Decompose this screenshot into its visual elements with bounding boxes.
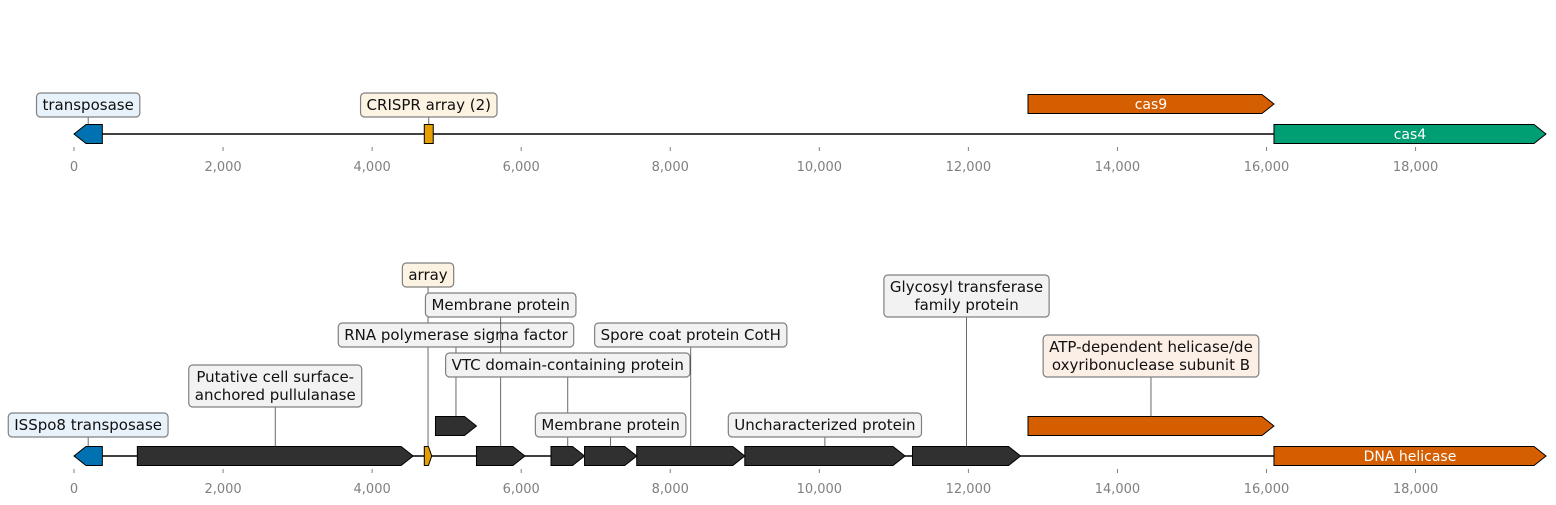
axis-tick-label: 16,000 [1244,482,1290,497]
gene-annotation-crispr-array-2: CRISPR array (2) [359,92,498,118]
gene-arrow-cas9 [1027,94,1275,114]
annotation-text: Membrane protein [541,416,680,434]
axis-tick-label: 4,000 [354,160,391,175]
gene-annotation-glycosyl-transferase-family-protein: Glycosyl transferase family protein [883,274,1050,318]
gene-arrow-membrane-protein [475,446,526,466]
gene-annotation-membrane-protein: Membrane protein [424,292,577,318]
gene-annotation-isspo8-transposase: ISSpo8 transposase [7,412,169,438]
axis-tick-label: 12,000 [946,160,992,175]
gene-arrow-crispr-array-2 [423,124,434,144]
gene-arrow-rna-polymerase-sigma-factor [434,416,478,436]
annotation-text: Membrane protein [431,296,570,314]
annotation-box [883,274,1050,318]
annotation-box [534,412,687,438]
annotation-box [359,92,498,118]
annotation-text: CRISPR array (2) [367,96,491,114]
gene-arrow-vtc-domain-containing-protein [550,446,586,466]
gene-track-bottom: 0 2,000 4,000 6,000 8,000 10,000 12,000 14,000 1… [7,262,1547,497]
gene-arrow-transposase [73,124,103,144]
axis-tick-label: 2,000 [204,482,241,497]
annotation-box [7,412,169,438]
annotation-text: ISSpo8 transposase [14,416,162,434]
annotation-text: Uncharacterized protein [734,416,915,434]
gene-arrow-glycosyl-transferase-family-protein [911,446,1022,466]
annotation-text: Putative cell surface-anchored pullulana… [195,368,356,404]
axis-tick-label: 2,000 [204,160,241,175]
axis-tick-label: 16,000 [1244,160,1290,175]
axis-tick-label: 18,000 [1393,482,1439,497]
annotation-box [188,364,363,408]
annotation-text: array [408,266,447,284]
annotation-box [727,412,923,438]
gene-annotation-membrane-protein: Membrane protein [534,412,687,438]
annotation-text: Spore coat protein CotH [601,326,781,344]
annotation-box [594,322,788,348]
axis-tick-label: 0 [70,482,78,497]
gene-arrow-cas4 [1273,124,1547,144]
annotation-text: ATP-dependent helicase/de oxyribonuclease… [1049,338,1253,374]
axis-tick-label: 8,000 [652,482,689,497]
annotation-text: transposase [43,96,134,114]
axis-tick-label: 6,000 [503,482,540,497]
annotation-text: Glycosyl transferase family protein [890,278,1043,314]
annotation-box [337,322,575,348]
axis-tick-label: 10,000 [797,160,843,175]
axis-tick-label: 12,000 [946,482,992,497]
axis-tick-label: 14,000 [1095,482,1141,497]
annotation-box [445,352,691,378]
gene-annotation-vtc-domain-containing-protein: VTC domain-containing protein [445,352,691,378]
annotation-box [1042,334,1260,378]
axis-tick-label: 6,000 [503,160,540,175]
axis-tick-label: 4,000 [354,482,391,497]
gene-annotation-rna-polymerase-sigma-factor: RNA polymerase sigma factor [337,322,575,348]
gene-annotation-transposase: transposase [35,92,141,118]
annotation-box [424,292,577,318]
gene-annotation-uncharacterized-protein: Uncharacterized protein [727,412,923,438]
gene-label-dna-helicase: DNA helicase [1364,449,1457,465]
gene-arrow-array [423,446,433,466]
annotation-text: RNA polymerase sigma factor [344,326,568,344]
gene-label-cas4: cas4 [1394,127,1427,143]
annotation-box [401,262,455,288]
gene-arrow-atp-dependent-helicase-deoxyribonuclease-subunit-b [1027,416,1275,436]
axis-tick-label: 10,000 [797,482,843,497]
gene-track-top: 0 2,000 4,000 6,000 8,000 10,000 12,000 14,000 1… [35,92,1547,175]
gene-arrow-dna-helicase [1273,446,1547,466]
axis-tick-label: 14,000 [1095,160,1141,175]
gene-arrow-isspo8-transposase [73,446,103,466]
gene-arrow-membrane-protein [584,446,638,466]
gene-arrow-spore-coat-protein-coth [636,446,746,466]
gene-annotation-array: array [401,262,455,288]
gene-annotation-spore-coat-protein-coth: Spore coat protein CotH [594,322,788,348]
annotation-text: VTC domain-containing protein [452,356,684,374]
axis-tick-label: 8,000 [652,160,689,175]
gene-annotation-atp-dependent-helicase-deoxyribonuclease-subunit-b: ATP-dependent helicase/de oxyribonuclease… [1042,334,1260,378]
gene-arrow-uncharacterized-protein [744,446,906,466]
axis-tick-label: 0 [70,160,78,175]
gene-annotation-putative-cell-surface-anchored-pullulanase: Putative cell surface-anchored pullulana… [188,364,363,408]
gene-arrow-putative-cell-surface-anchored-pullulanase [136,446,414,466]
gene-label-cas9: cas9 [1135,97,1167,113]
annotation-box [35,92,141,118]
axis-tick-label: 18,000 [1393,160,1439,175]
